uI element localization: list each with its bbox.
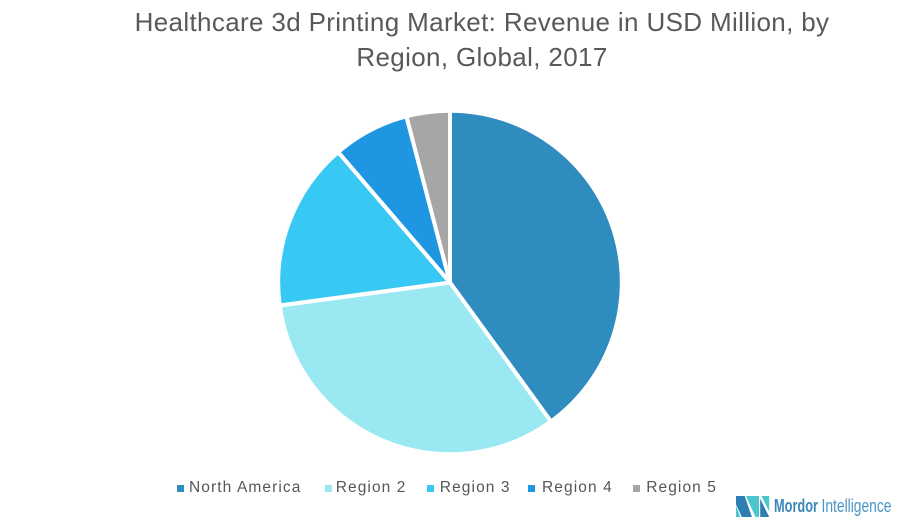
svg-text:Intelligence: Intelligence — [822, 496, 892, 516]
svg-text:Mordor: Mordor — [774, 496, 818, 516]
